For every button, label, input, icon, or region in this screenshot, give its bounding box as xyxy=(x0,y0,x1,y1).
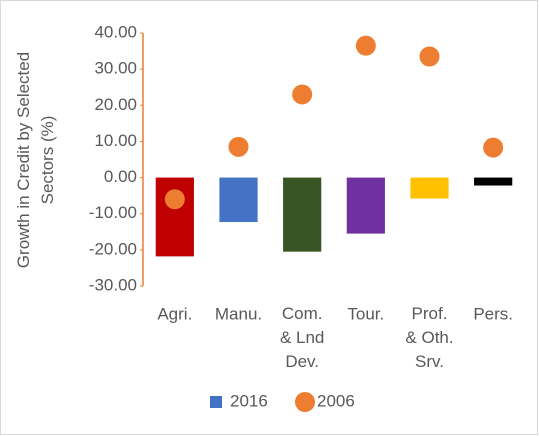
y-tick-label: 10.00 xyxy=(94,131,137,150)
x-tick-label: Pers. xyxy=(473,304,513,323)
bar xyxy=(346,177,385,234)
y-axis-title: Growth in Credit by Selected Sectors (%) xyxy=(14,52,57,268)
dot xyxy=(355,35,376,56)
bar xyxy=(410,177,449,199)
bar xyxy=(283,177,322,252)
x-tick-label: Agri. xyxy=(157,304,192,323)
dot xyxy=(483,137,504,158)
y-tick-label: 40.00 xyxy=(94,22,137,41)
y-tick-label: -10.00 xyxy=(89,203,137,222)
y-tick-label: -20.00 xyxy=(89,239,137,258)
x-tick-label: Manu. xyxy=(215,304,262,323)
y-tick-label: 30.00 xyxy=(94,59,137,78)
legend-label: 2006 xyxy=(317,391,355,410)
dot xyxy=(228,136,249,157)
x-tick-label: Com. & Lnd Dev. xyxy=(280,304,324,371)
dot xyxy=(292,84,313,105)
x-tick-label: Tour. xyxy=(347,304,384,323)
y-tick-label: 0.00 xyxy=(104,167,137,186)
x-tick-label: Prof. & Oth. Srv. xyxy=(405,304,453,371)
legend-label: 2016 xyxy=(230,391,268,410)
y-tick-label: 20.00 xyxy=(94,95,137,114)
bar xyxy=(219,177,258,223)
dot xyxy=(164,189,185,210)
y-tick-label: -30.00 xyxy=(89,275,137,294)
legend-marker xyxy=(295,392,315,412)
legend-marker xyxy=(210,396,222,408)
bar xyxy=(474,177,513,186)
dot xyxy=(419,46,440,67)
